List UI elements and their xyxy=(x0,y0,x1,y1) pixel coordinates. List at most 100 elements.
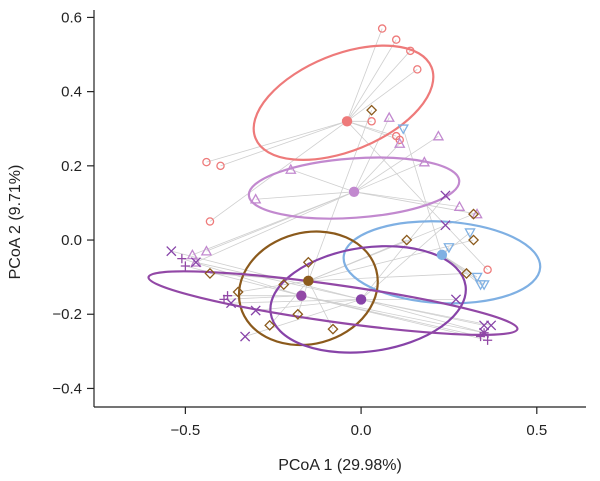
point-s0-p7 xyxy=(202,157,211,167)
ellipse-s0 xyxy=(252,44,435,161)
point-s1-p4 xyxy=(285,163,297,174)
point-s5-p5 xyxy=(483,335,493,345)
connector-s4-p9 xyxy=(361,299,492,326)
x-tick-label-1: 0.0 xyxy=(351,422,372,439)
centroid-s4 xyxy=(355,294,367,305)
group-centroids xyxy=(296,116,448,305)
point-s0-p6 xyxy=(395,135,404,145)
centroid-s5 xyxy=(296,290,307,301)
point-s5-p3 xyxy=(219,294,229,305)
point-s1-p1 xyxy=(432,130,445,141)
connector-s0-p3 xyxy=(346,69,418,122)
connector-s1-p10 xyxy=(195,191,355,263)
point-s3-p4 xyxy=(460,267,473,279)
connector-s3-p0 xyxy=(307,110,373,281)
y-ticks: −0.4 −0.2 0.0 0.2 0.4 0.6 xyxy=(52,9,94,397)
point-s3-p3 xyxy=(468,234,480,246)
connector-s5-p3 xyxy=(224,295,302,300)
point-s2-p0 xyxy=(397,124,409,135)
point-s5-p6 xyxy=(475,331,486,342)
point-s3-p6 xyxy=(204,267,216,279)
connector-s3-p10 xyxy=(269,280,309,326)
point-s3-p2 xyxy=(468,208,480,220)
point-s0-p10 xyxy=(483,265,492,274)
connector-s4-p3 xyxy=(195,261,362,300)
x-ticks: −0.5 0.0 0.5 xyxy=(171,407,547,439)
x-tick-label-2: 0.5 xyxy=(526,422,547,439)
connector-s5-p6 xyxy=(301,295,481,337)
point-s1-p2 xyxy=(394,137,406,148)
point-s4-p4 xyxy=(450,294,462,305)
y-tick-label-1: −0.2 xyxy=(52,306,82,323)
point-s3-p11 xyxy=(327,323,339,335)
point-s5-p0 xyxy=(177,253,187,264)
connector-s0-p1 xyxy=(346,39,397,122)
connector-s1-p0 xyxy=(353,117,390,192)
connector-s1-p4 xyxy=(290,169,355,193)
connector-s1-p5 xyxy=(255,191,355,200)
ellipse-s2 xyxy=(342,220,542,305)
centroid-connectors xyxy=(171,28,492,341)
ellipse-s5 xyxy=(147,270,519,336)
connector-s0-p8 xyxy=(220,120,348,167)
point-s0-p8 xyxy=(216,161,225,171)
point-s1-p8 xyxy=(200,245,213,256)
point-s3-p5 xyxy=(302,256,314,268)
point-s3-p7 xyxy=(278,279,290,291)
confidence-ellipses xyxy=(147,44,542,354)
centroid-s3 xyxy=(303,275,314,287)
point-s0-p1 xyxy=(391,35,401,44)
y-tick-label-0: −0.4 xyxy=(52,380,82,397)
y-tick-label-3: 0.2 xyxy=(61,158,82,175)
connector-s4-p10 xyxy=(360,299,485,334)
connector-s4-p6 xyxy=(255,299,362,311)
point-s3-p9 xyxy=(292,308,304,320)
y-tick-label-4: 0.4 xyxy=(61,84,82,101)
data-points xyxy=(166,24,497,345)
connector-s0-p6 xyxy=(346,120,400,141)
connector-s1-p6 xyxy=(354,191,460,208)
connector-s5-p4 xyxy=(301,295,485,334)
connector-s1-p3 xyxy=(353,161,425,193)
point-s4-p6 xyxy=(250,305,261,316)
centroid-s1 xyxy=(348,186,360,198)
connector-s0-p2 xyxy=(346,50,411,122)
centroid-s2 xyxy=(436,249,448,261)
y-tick-label-5: 0.6 xyxy=(61,9,82,26)
point-s1-p6 xyxy=(453,200,466,211)
point-s1-p5 xyxy=(249,193,262,204)
point-s1-p7 xyxy=(471,208,483,219)
point-s1-p3 xyxy=(418,156,431,167)
connector-s1-p2 xyxy=(353,143,401,193)
point-s0-p4 xyxy=(367,117,376,126)
connector-s2-p5 xyxy=(441,254,481,285)
connector-s2-p0 xyxy=(402,128,443,255)
x-axis-label: PCoA 1 (29.98%) xyxy=(278,457,402,474)
point-s0-p0 xyxy=(377,24,387,33)
y-tick-label-2: 0.0 xyxy=(61,232,82,249)
point-s0-p2 xyxy=(406,46,415,56)
point-s4-p7 xyxy=(240,331,251,342)
connector-s0-p0 xyxy=(346,28,383,122)
connector-s4-p1 xyxy=(360,224,446,300)
point-s5-p1 xyxy=(180,261,190,271)
point-s3-p1 xyxy=(401,234,413,246)
point-s3-p10 xyxy=(264,319,276,331)
connector-s1-p1 xyxy=(353,135,439,193)
connector-s4-p5 xyxy=(231,299,362,304)
point-s1-p10 xyxy=(190,256,202,267)
point-s2-p3 xyxy=(471,272,483,284)
centroid-s0 xyxy=(341,116,353,127)
x-tick-label-0: −0.5 xyxy=(171,422,201,439)
point-s2-p2 xyxy=(443,243,455,254)
connector-s0-p7 xyxy=(206,120,348,163)
point-s4-p1 xyxy=(440,220,451,231)
axes xyxy=(93,10,586,408)
connector-s1-p9 xyxy=(192,191,355,256)
point-s4-p0 xyxy=(440,190,451,201)
y-axis-label: PCoA 2 (9.71%) xyxy=(7,165,24,280)
point-s3-p8 xyxy=(232,286,244,298)
connector-s0-p10 xyxy=(346,121,488,270)
connector-s2-p1 xyxy=(441,232,471,256)
